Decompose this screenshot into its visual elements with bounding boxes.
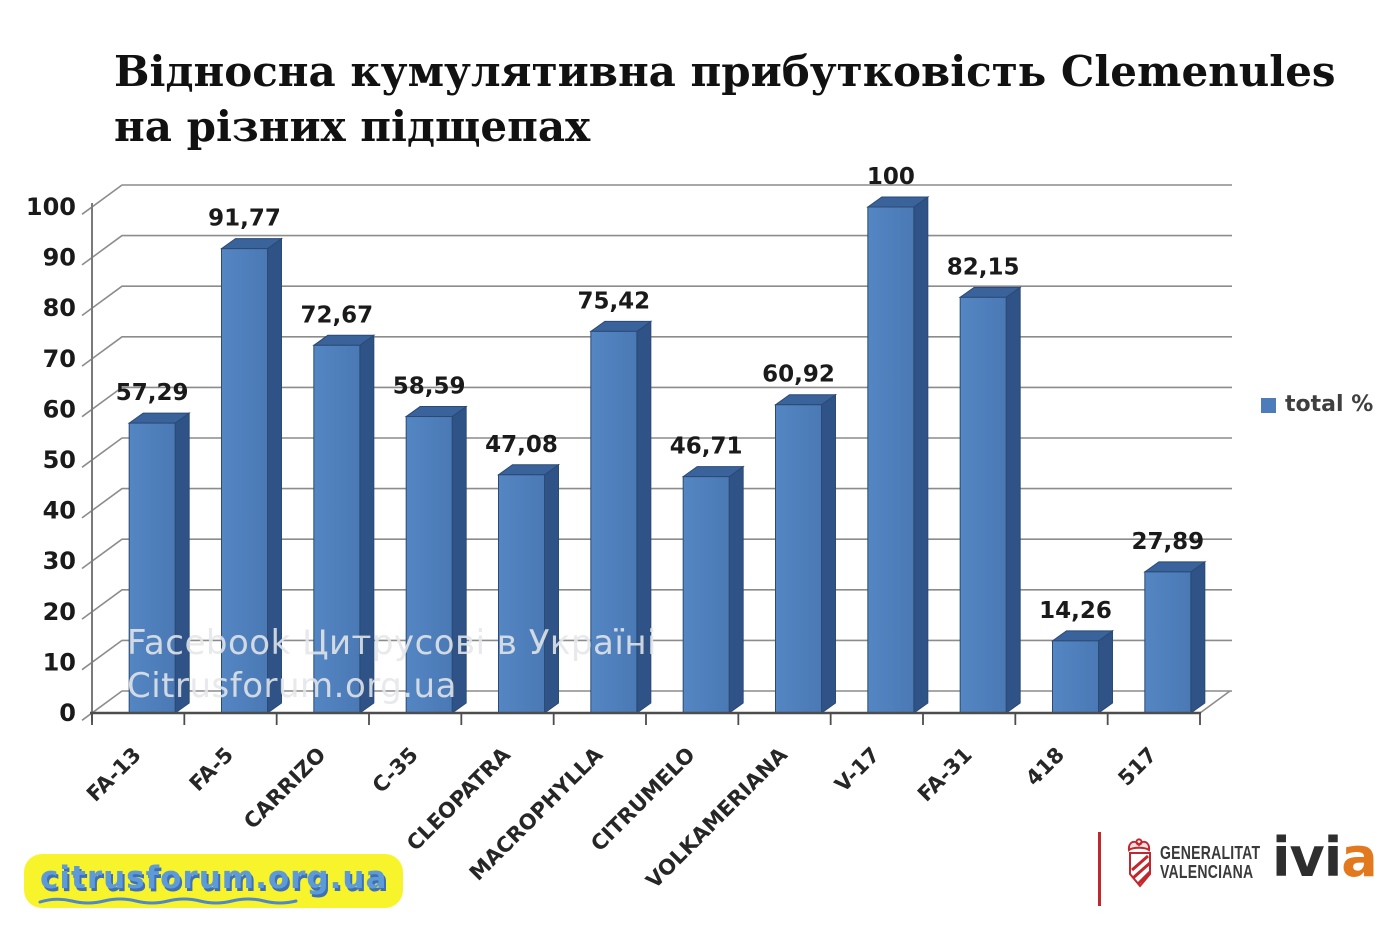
x-category-label: 517 [1113,743,1161,791]
ivia-logo-black: ivi [1272,826,1342,889]
bar-side-face [821,393,836,714]
legend-swatch-icon [1261,398,1276,413]
legend-label: total % [1285,392,1374,417]
bar [1052,640,1099,714]
site-logo: citrusforum.org.ua [24,854,404,908]
value-label: 91,77 [208,206,281,232]
watermark-line2: Citrusforum.org.ua [127,666,457,706]
chart-title-line2: на різних підщепах [114,102,591,151]
x-category-label: FA-31 [913,743,977,807]
bar [775,404,822,714]
value-label: 47,08 [485,432,558,458]
x-category-label: V-17 [830,743,884,797]
value-label: 75,42 [577,288,650,314]
value-label: 82,15 [947,254,1020,280]
site-logo-text: citrusforum.org.ua [40,860,388,896]
bar [498,474,545,714]
site-logo-pill: citrusforum.org.ua [24,854,404,908]
ivia-logo-orange: a [1341,826,1377,889]
y-tick-label: 80 [43,294,76,322]
bar-side-face [1005,286,1021,714]
gridline [81,588,1232,620]
ivia-logo: ivia [1272,826,1378,889]
x-category-label: FA-13 [82,743,146,807]
gridline [81,487,1232,519]
value-label: 72,67 [300,302,373,328]
value-label: 58,59 [393,374,466,400]
value-label: 100 [867,164,915,190]
bar [128,422,176,714]
gva-wordmark-line2: VALENCIANA [1160,862,1254,882]
x-category-label: C-35 [368,743,423,798]
gridline [81,184,1232,215]
bar-side-face [1190,560,1206,714]
value-label: 14,26 [1039,598,1112,624]
gridline [81,234,1232,266]
gridline [81,538,1232,570]
x-category-label: FA-5 [185,743,238,796]
gva-wordmark: GENERALITAT VALENCIANA [1160,844,1260,882]
value-label: 57,29 [116,380,189,406]
y-tick-label: 100 [26,193,76,221]
gridline [81,335,1232,367]
bar [1144,571,1192,714]
gva-divider [1098,832,1101,906]
gridline [81,437,1232,468]
value-label: 60,92 [762,362,835,388]
floor-right-edge [1199,690,1231,714]
y-tick-label: 30 [43,547,76,575]
bar [405,416,453,714]
value-label: 27,89 [1131,529,1204,555]
watermark-line1: Facebook Цитрусові в Україні [127,623,657,663]
y-tick-label: 70 [43,345,76,373]
gva-crest-icon [1127,838,1152,888]
y-tick-label: 0 [59,699,76,727]
chart-title-line1: Відносна кумулятивна прибутковість Cleme… [114,47,1336,96]
watermark: Facebook Цитрусові в Україні Citrusforum… [127,622,657,708]
gva-wordmark-line1: GENERALITAT [1160,843,1261,863]
y-tick-label: 10 [43,648,76,676]
y-tick-label: 20 [43,598,76,626]
x-category-label: CARRIZO [239,743,330,834]
gridline [81,285,1232,317]
bar-side-face [728,465,744,714]
y-tick-label: 40 [43,497,76,525]
bar [682,476,730,714]
x-category-label: 418 [1021,743,1069,791]
site-logo-underline [38,897,298,905]
chart-title: Відносна кумулятивна прибутковість Cleme… [114,44,1336,154]
bar [313,344,361,714]
bar [221,248,268,714]
gridline [81,639,1232,671]
value-label: 46,71 [670,434,743,460]
floor-back-line [81,690,1232,721]
y-tick-label: 60 [43,395,76,423]
y-tick-label: 50 [43,446,76,474]
y-tick-label: 90 [43,244,76,272]
bar [867,206,915,714]
bar [959,296,1007,714]
legend: total % [1261,392,1373,417]
gridline [81,386,1232,418]
bar-side-face [1098,629,1113,714]
bar-side-face [913,196,929,714]
